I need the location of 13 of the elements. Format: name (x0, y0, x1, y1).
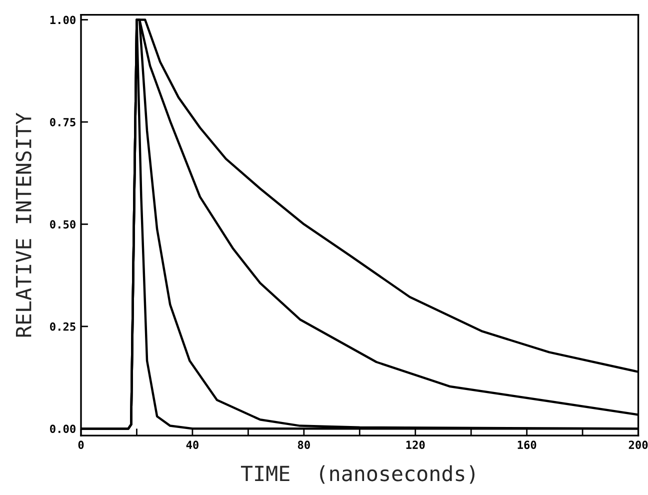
x-tick-label: 160 (518, 440, 536, 450)
y-tick-label: 0.25 (50, 322, 76, 331)
y-tick-label: 1.00 (50, 16, 76, 24)
x-tick-label: 40 (186, 440, 198, 450)
x-tick-label: 200 (628, 440, 648, 450)
x-tick-label: 80 (298, 440, 310, 450)
y-tick-label: 0.50 (50, 220, 76, 229)
y-tick-label: 0.75 (50, 118, 76, 126)
y-axis-title: RELATIVE INTENSITY (16, 112, 32, 337)
x-tick-label: 0 (78, 440, 84, 450)
y-tick-label: 0.00 (50, 424, 76, 434)
x-tick-label: 120 (406, 440, 425, 450)
x-axis-title: TIME (nanoseconds) (240, 465, 474, 484)
